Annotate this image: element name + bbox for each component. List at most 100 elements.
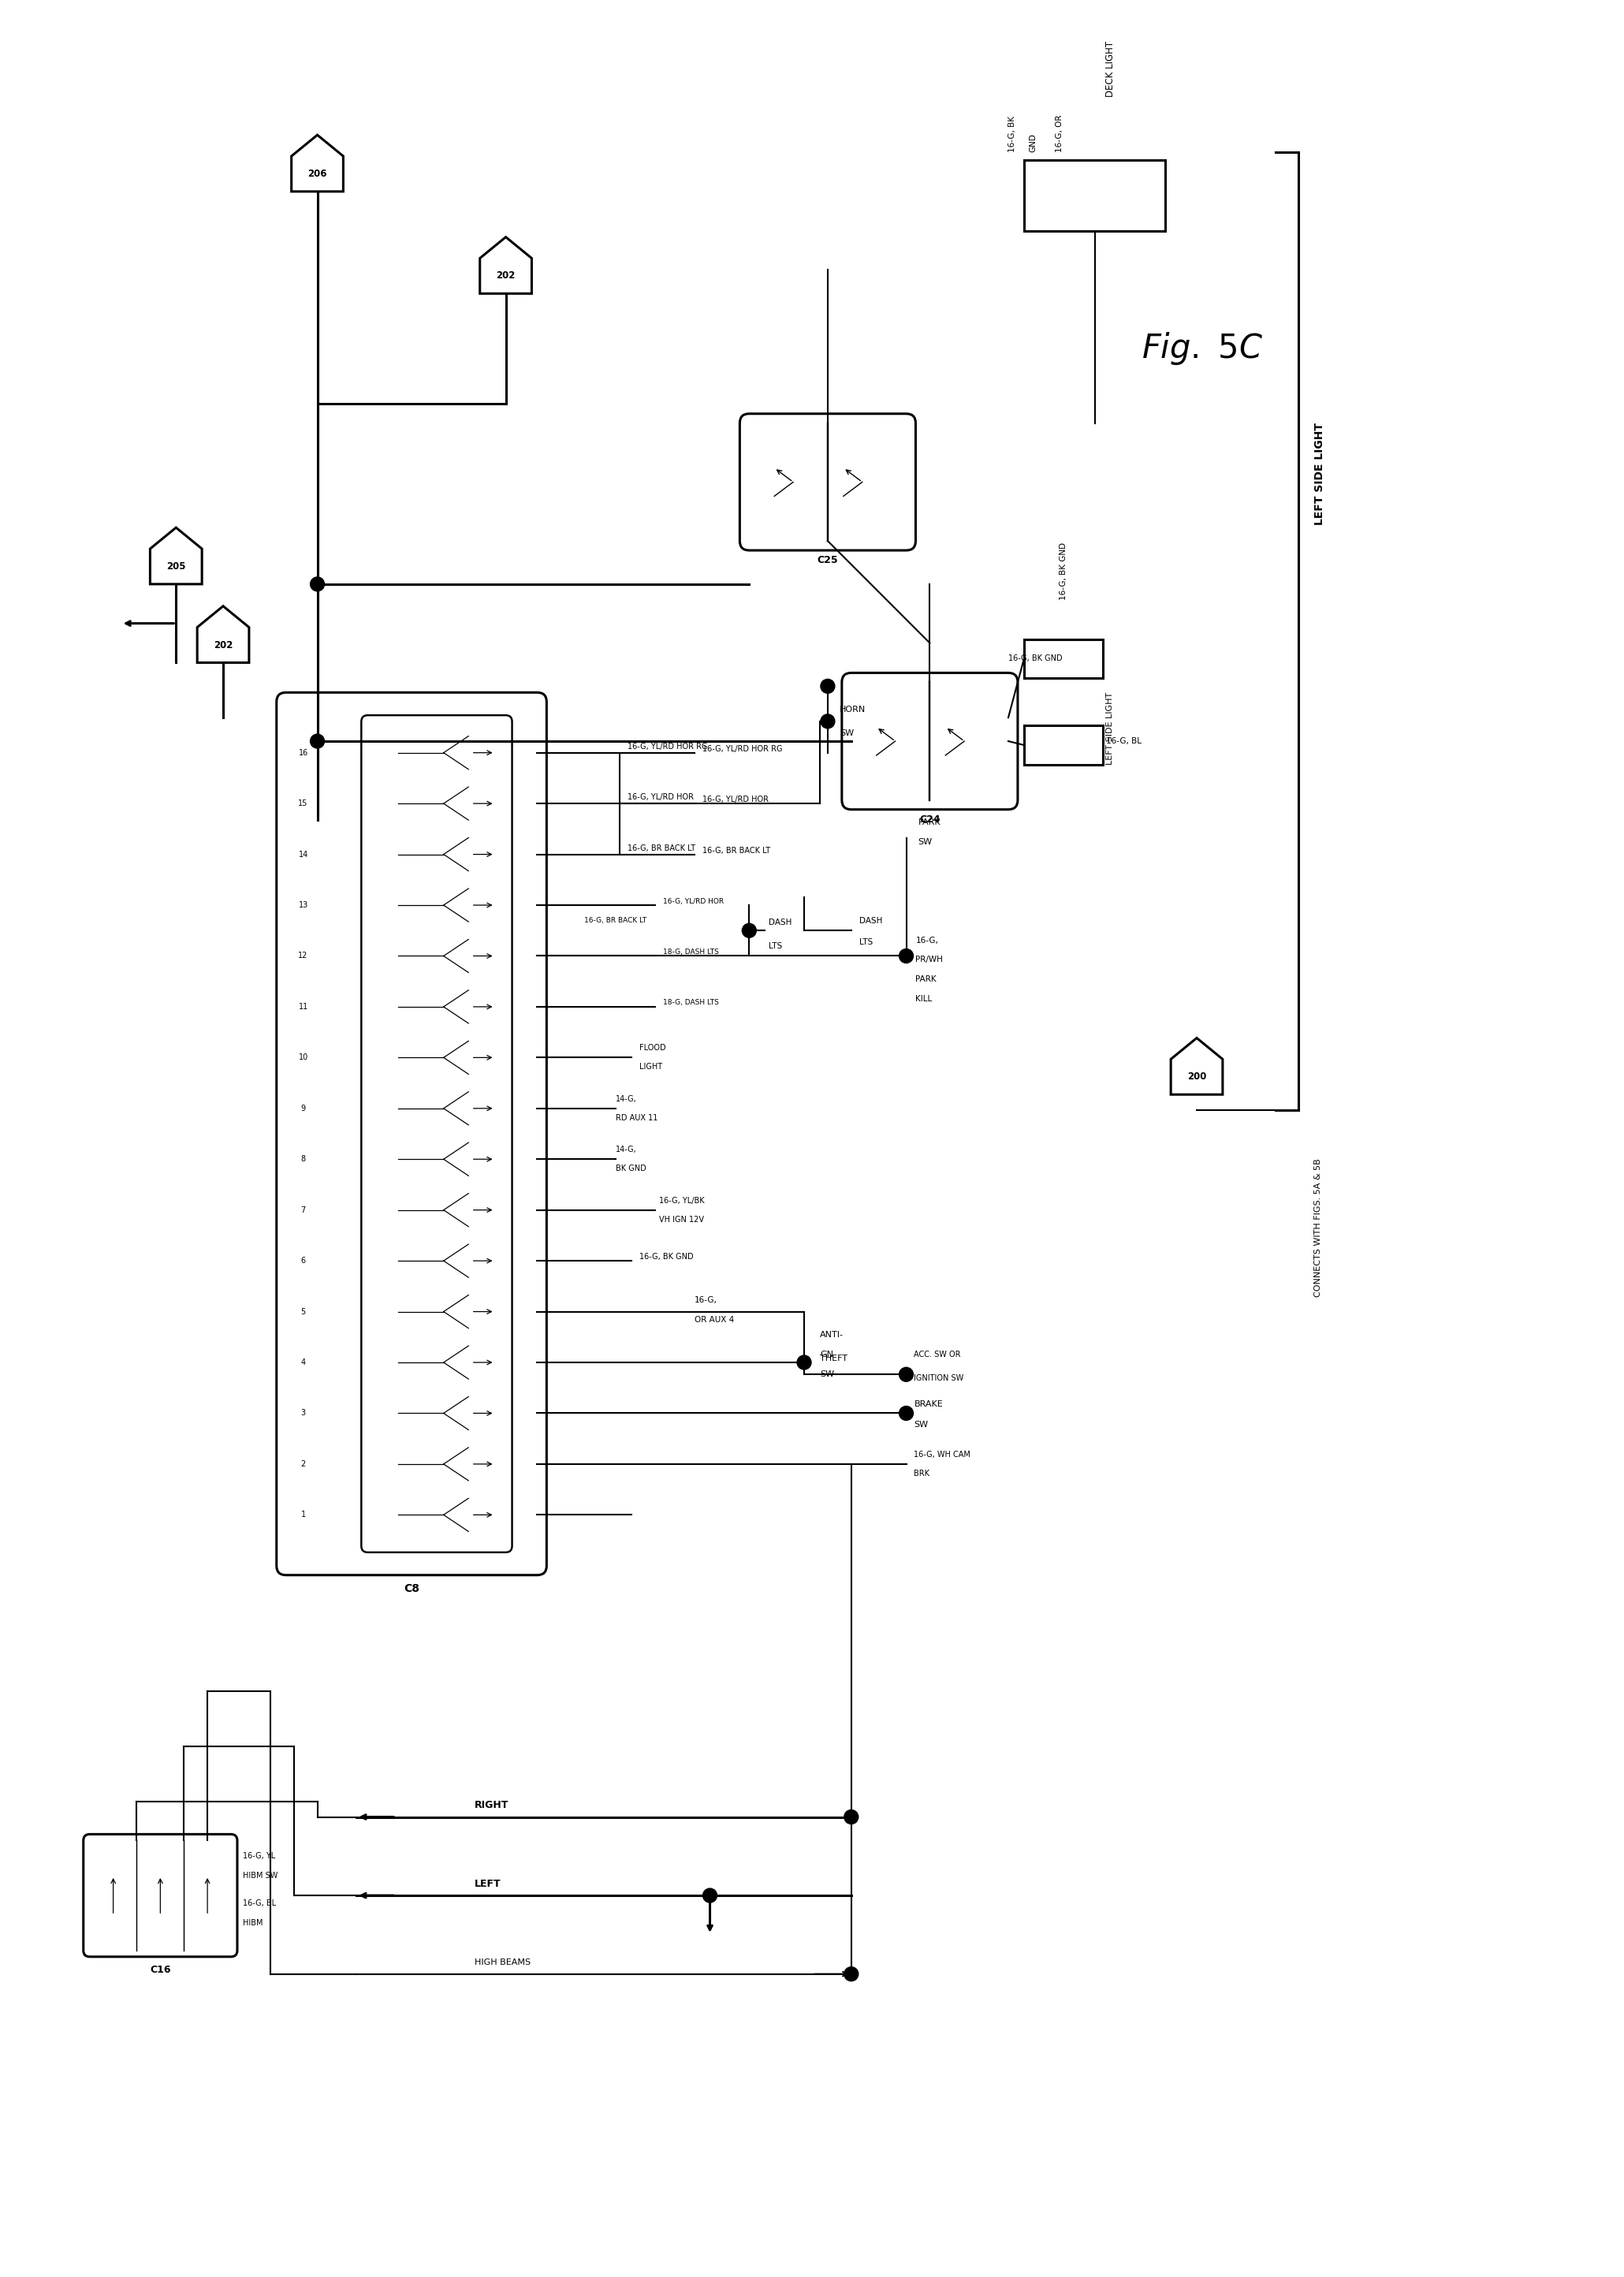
- Text: 10: 10: [299, 1054, 309, 1061]
- Text: 1: 1: [300, 1512, 305, 1519]
- Text: 16-G, YL: 16-G, YL: [242, 1851, 276, 1860]
- Text: 200: 200: [1187, 1072, 1207, 1082]
- Text: 3: 3: [300, 1409, 305, 1416]
- Text: C24: C24: [919, 815, 940, 824]
- Text: 4: 4: [300, 1359, 305, 1366]
- Text: 16-G, BR BACK LT: 16-G, BR BACK LT: [585, 918, 646, 924]
- Text: PR/WH: PR/WH: [916, 956, 944, 963]
- Text: 16-G, BK GND: 16-G, BK GND: [1009, 653, 1062, 663]
- Text: FLOOD: FLOOD: [640, 1045, 666, 1052]
- Circle shape: [900, 1407, 913, 1421]
- Bar: [1025, 726, 1103, 765]
- Text: CONNECTS WITH FIGS. 5A & 5B: CONNECTS WITH FIGS. 5A & 5B: [1314, 1159, 1322, 1298]
- Circle shape: [820, 679, 835, 692]
- Bar: [1025, 640, 1103, 679]
- Text: DASH: DASH: [859, 918, 882, 924]
- Text: 16-G, BR BACK LT: 16-G, BR BACK LT: [627, 845, 695, 852]
- Circle shape: [310, 733, 325, 749]
- Text: C16: C16: [149, 1965, 171, 1974]
- Text: 2: 2: [300, 1460, 305, 1469]
- Text: 16-G, BK GND: 16-G, BK GND: [640, 1252, 693, 1261]
- Text: 13: 13: [299, 902, 309, 909]
- Text: LTS: LTS: [859, 938, 872, 947]
- Text: C8: C8: [404, 1583, 419, 1594]
- Text: SW: SW: [820, 1371, 835, 1378]
- Text: 16-G, YL/RD HOR: 16-G, YL/RD HOR: [627, 792, 693, 802]
- Text: KILL: KILL: [916, 995, 932, 1004]
- Text: HIBM SW: HIBM SW: [242, 1872, 278, 1881]
- Text: SW: SW: [918, 838, 932, 847]
- Circle shape: [797, 1355, 812, 1368]
- Text: PARK: PARK: [918, 817, 940, 827]
- Text: THEFT: THEFT: [820, 1355, 848, 1362]
- Text: 11: 11: [299, 1002, 309, 1011]
- Text: LEFT: LEFT: [474, 1879, 500, 1890]
- Text: LEFT SIDE LIGHT: LEFT SIDE LIGHT: [1106, 692, 1114, 765]
- Text: 205: 205: [166, 562, 185, 572]
- Text: IGNITION SW: IGNITION SW: [914, 1375, 965, 1382]
- Text: LIGHT: LIGHT: [640, 1063, 663, 1070]
- Text: DECK LIGHT: DECK LIGHT: [1106, 41, 1116, 98]
- Text: 16-G, YL/RD HOR RG: 16-G, YL/RD HOR RG: [702, 745, 783, 754]
- Text: 16-G, BK GND: 16-G, BK GND: [1059, 542, 1067, 599]
- Text: 14-G,: 14-G,: [615, 1145, 637, 1154]
- Text: PARK: PARK: [916, 975, 937, 984]
- Text: DASH: DASH: [768, 918, 793, 927]
- Text: 16-G, BK: 16-G, BK: [1009, 116, 1017, 153]
- Text: 16: 16: [299, 749, 309, 756]
- Text: ACC. SW OR: ACC. SW OR: [914, 1350, 961, 1359]
- Circle shape: [703, 1888, 716, 1904]
- Text: 18-G, DASH LTS: 18-G, DASH LTS: [663, 1000, 719, 1006]
- Text: GN: GN: [820, 1350, 833, 1359]
- Text: 16-G, BL: 16-G, BL: [242, 1899, 276, 1908]
- Text: 14-G,: 14-G,: [615, 1095, 637, 1102]
- Circle shape: [310, 576, 325, 592]
- Text: 15: 15: [299, 799, 309, 808]
- Text: LTS: LTS: [768, 943, 783, 950]
- Text: OR AUX 4: OR AUX 4: [693, 1316, 734, 1323]
- Text: 14: 14: [299, 849, 309, 858]
- Text: C25: C25: [817, 556, 838, 565]
- Circle shape: [900, 1368, 913, 1382]
- Text: GND: GND: [1030, 134, 1038, 153]
- Text: 202: 202: [213, 640, 232, 651]
- Text: SW: SW: [840, 729, 854, 738]
- Text: VH IGN 12V: VH IGN 12V: [659, 1216, 703, 1223]
- Text: ANTI-: ANTI-: [820, 1332, 843, 1339]
- Text: 18-G, DASH LTS: 18-G, DASH LTS: [663, 950, 719, 956]
- Circle shape: [742, 924, 757, 938]
- Circle shape: [844, 1810, 859, 1824]
- Circle shape: [820, 715, 835, 729]
- Text: HIGH BEAMS: HIGH BEAMS: [474, 1958, 531, 1965]
- Text: 206: 206: [307, 168, 326, 180]
- Text: 16-G,: 16-G,: [693, 1296, 716, 1305]
- Text: BK GND: BK GND: [615, 1164, 646, 1173]
- Text: 16-G,: 16-G,: [916, 936, 939, 945]
- Text: 5: 5: [300, 1307, 305, 1316]
- Text: RIGHT: RIGHT: [474, 1801, 508, 1810]
- Text: RD AUX 11: RD AUX 11: [615, 1113, 658, 1123]
- Text: 12: 12: [299, 952, 309, 961]
- Text: 16-G, YL/RD HOR: 16-G, YL/RD HOR: [663, 897, 724, 904]
- Circle shape: [844, 1967, 859, 1981]
- Text: BRK: BRK: [914, 1469, 931, 1478]
- Text: HIBM: HIBM: [242, 1920, 263, 1926]
- Text: 16-G, OR: 16-G, OR: [1056, 114, 1064, 153]
- Text: 9: 9: [300, 1104, 305, 1113]
- Text: 8: 8: [300, 1154, 305, 1164]
- Text: 16-G, YL/BK: 16-G, YL/BK: [659, 1198, 705, 1205]
- Text: 16-G, WH CAM: 16-G, WH CAM: [914, 1450, 971, 1460]
- Text: 16-G, YL/RD HOR RG: 16-G, YL/RD HOR RG: [627, 742, 708, 751]
- Text: LEFT SIDE LIGHT: LEFT SIDE LIGHT: [1314, 424, 1325, 526]
- Text: 202: 202: [497, 271, 515, 280]
- Bar: [1025, 159, 1166, 230]
- Text: 16-G, BR BACK LT: 16-G, BR BACK LT: [702, 847, 770, 854]
- Text: BRAKE: BRAKE: [914, 1400, 944, 1407]
- Text: 7: 7: [300, 1207, 305, 1214]
- Text: SW: SW: [914, 1421, 929, 1430]
- Text: $\mathit{Fig.\ 5C}$: $\mathit{Fig.\ 5C}$: [1142, 330, 1263, 367]
- Text: HORN: HORN: [840, 706, 866, 713]
- Text: 6: 6: [300, 1257, 305, 1264]
- Circle shape: [900, 950, 913, 963]
- Text: 16-G, YL/RD HOR: 16-G, YL/RD HOR: [702, 795, 768, 804]
